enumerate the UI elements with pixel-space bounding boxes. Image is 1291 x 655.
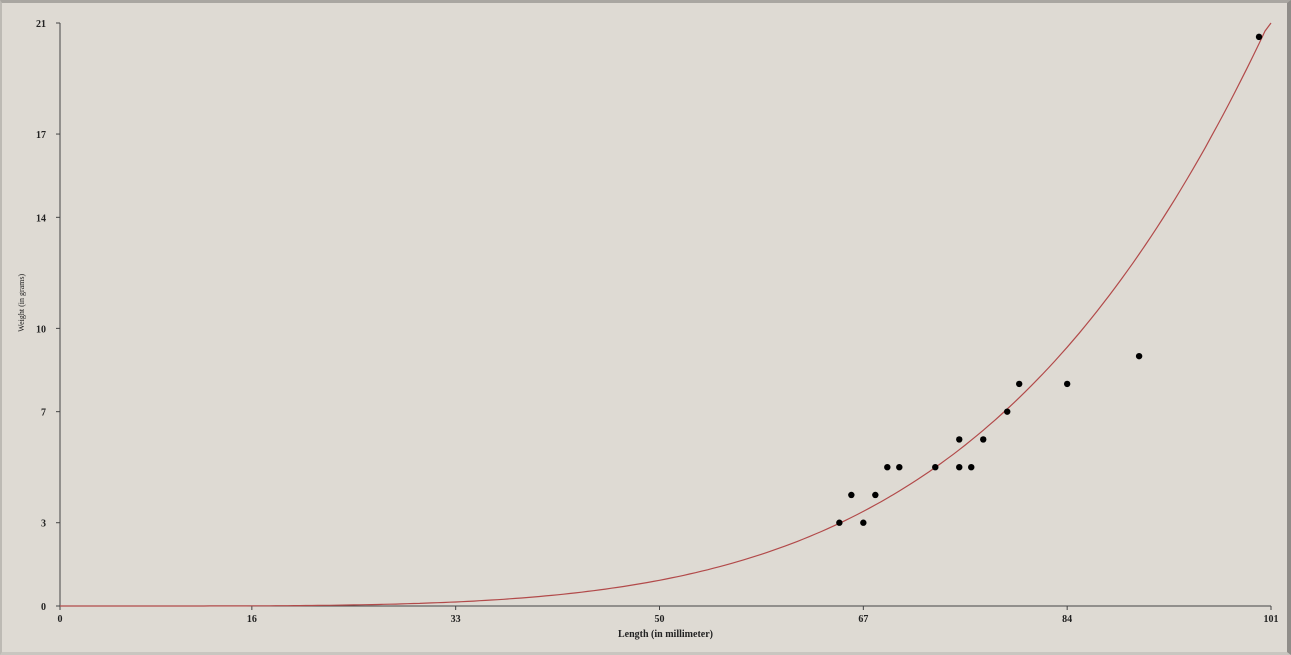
x-tick-label: 16 <box>247 614 257 625</box>
x-axis-title: Length (in millimeter) <box>618 629 713 640</box>
data-point <box>836 519 843 526</box>
y-tick-label: 17 <box>36 130 46 141</box>
y-tick-label: 0 <box>41 602 46 613</box>
x-tick-label: 50 <box>655 614 665 625</box>
data-point <box>956 436 963 443</box>
data-point <box>968 463 975 471</box>
data-point <box>1004 408 1011 415</box>
y-tick-label: 10 <box>36 324 46 335</box>
data-point <box>872 491 879 499</box>
data-point <box>884 463 891 471</box>
data-point <box>1016 380 1023 388</box>
data-point <box>980 436 987 443</box>
data-point <box>1255 33 1263 41</box>
data-points <box>836 33 1263 526</box>
y-tick-label: 21 <box>36 19 46 30</box>
x-ticks: 0 16 33 50 67 84 101 <box>58 606 1279 625</box>
x-tick-label: 101 <box>1264 614 1279 625</box>
y-tick-label: 14 <box>36 213 46 224</box>
data-point <box>848 491 855 499</box>
data-point <box>956 463 963 471</box>
x-tick-label: 67 <box>858 614 868 625</box>
x-tick-label: 84 <box>1062 614 1072 625</box>
x-tick-label: 33 <box>451 614 461 625</box>
data-point <box>932 463 939 471</box>
x-tick-label: 0 <box>58 614 63 625</box>
axes <box>59 23 1271 607</box>
y-axis-title: Weight (in grams) <box>17 274 26 332</box>
y-tick-label: 7 <box>41 408 46 419</box>
data-point <box>1135 352 1143 360</box>
data-point <box>1063 380 1071 388</box>
data-point <box>860 519 867 526</box>
scatter-chart: 0 16 33 50 67 84 101 0 3 7 10 14 17 21 Length (in mi… <box>17 19 1279 640</box>
data-point <box>896 463 903 471</box>
fit-curve <box>60 22 1272 607</box>
y-tick-label: 3 <box>41 519 46 530</box>
y-ticks: 0 3 7 10 14 17 21 <box>36 19 60 613</box>
